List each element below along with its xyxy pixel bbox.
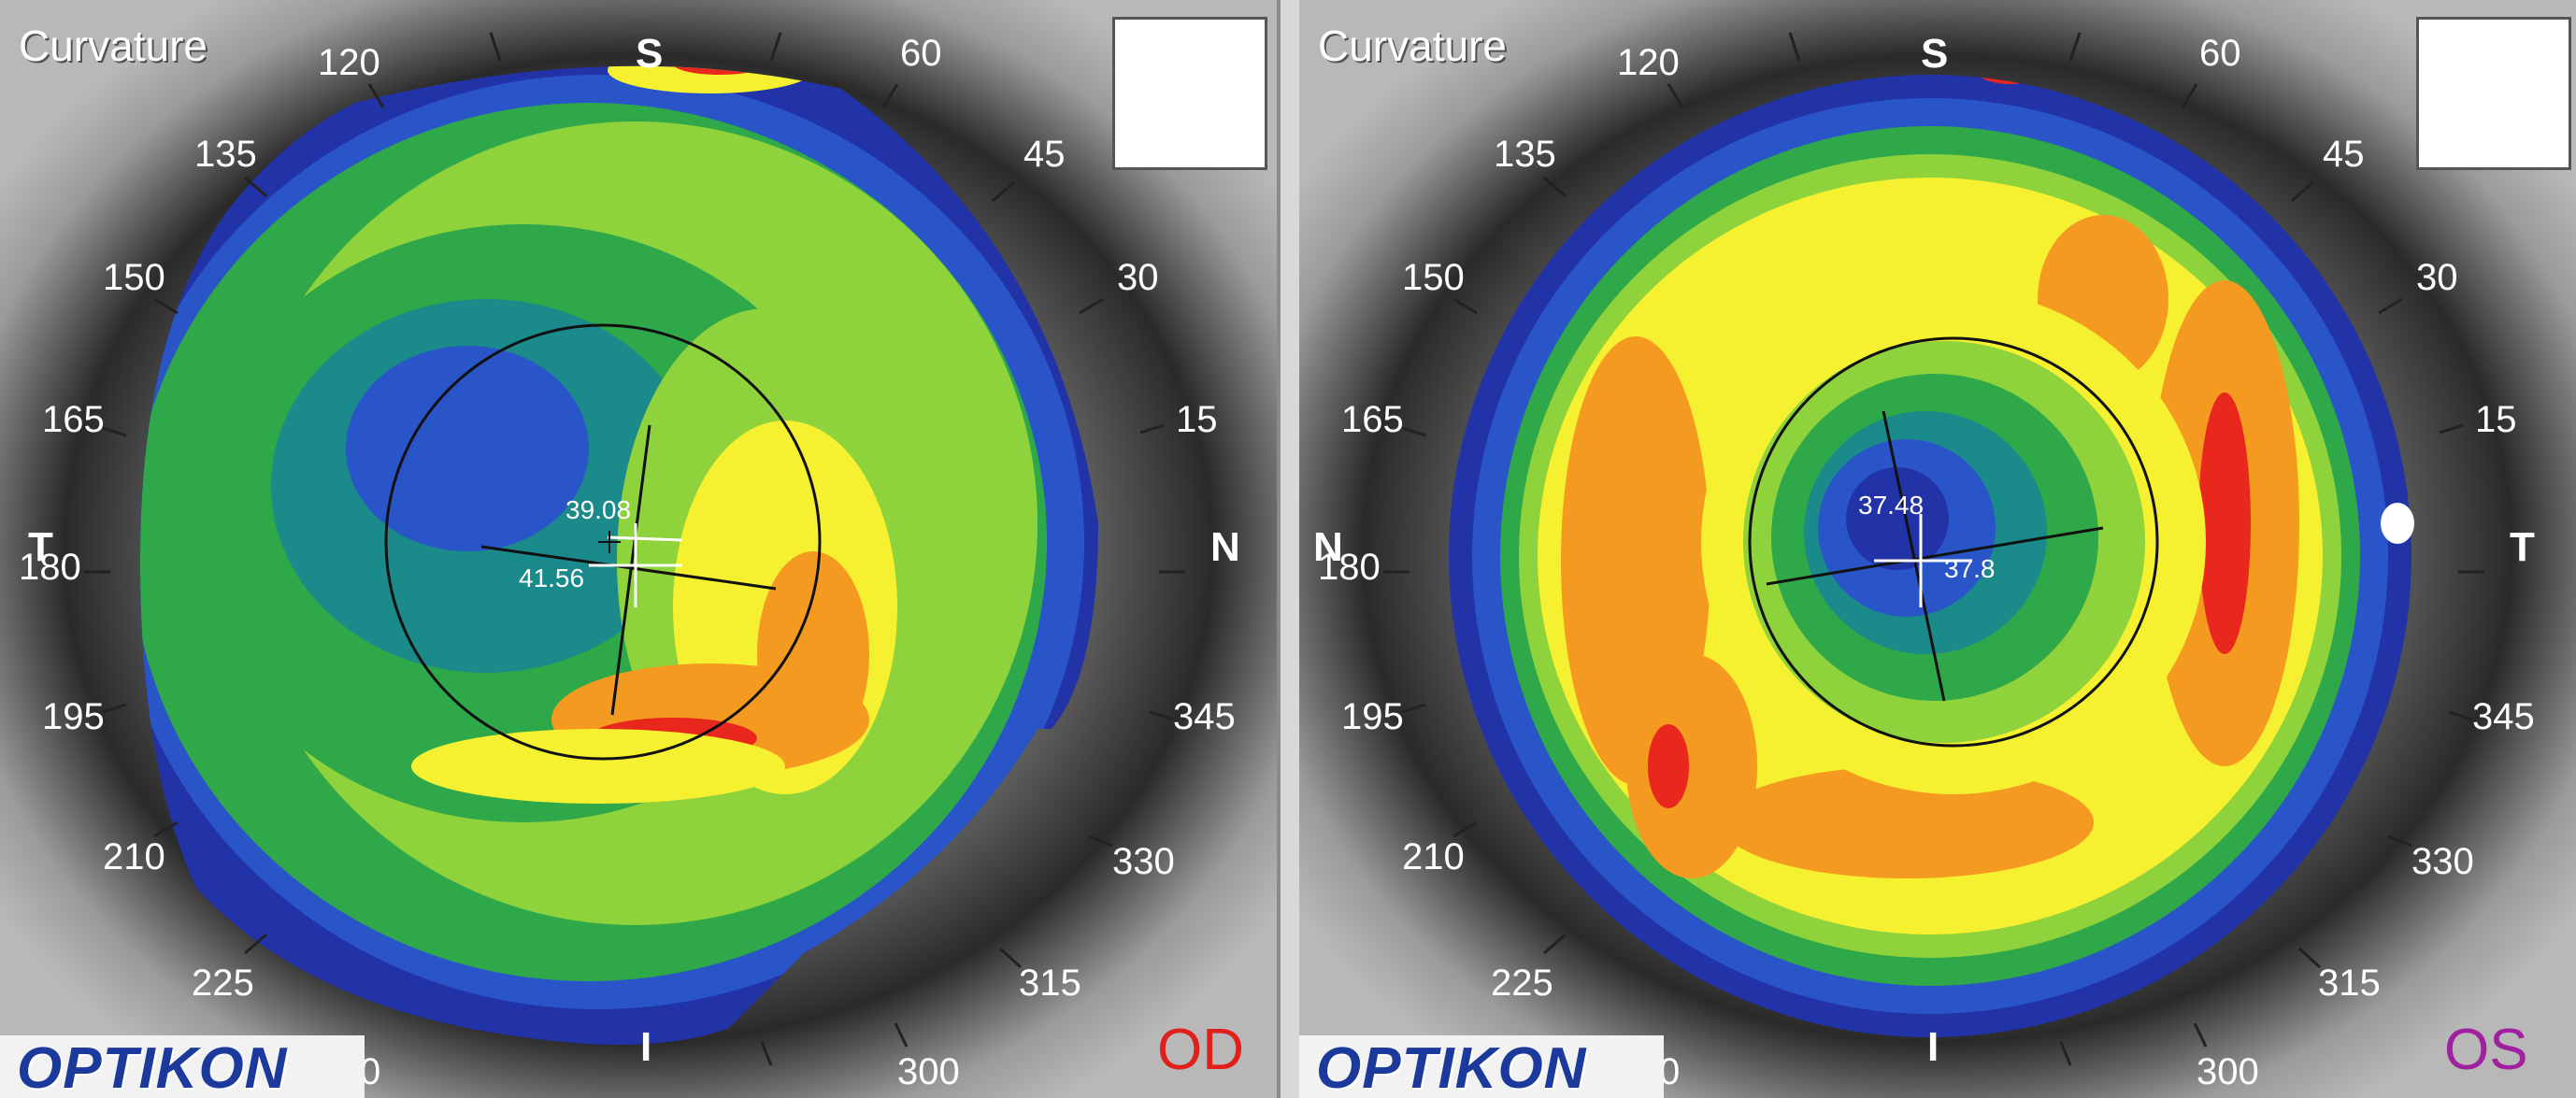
deg-150: 150	[1402, 257, 1465, 298]
od-map-title: Curvature	[19, 21, 208, 70]
deg-345: 345	[1173, 696, 1236, 737]
od-degree-scale: 120 60 135 45 150 30 165 15 180 195 345 …	[19, 33, 1236, 1092]
os-map-title: Curvature	[1318, 21, 1507, 70]
os-center-crosshair	[1874, 514, 1972, 607]
panel-divider	[1277, 0, 1299, 1098]
deg-330: 330	[2411, 841, 2474, 882]
deg-210: 210	[1402, 836, 1465, 877]
deg-300: 300	[897, 1051, 960, 1092]
os-thumbnail-box	[2416, 17, 2571, 170]
os-degree-scale: 120 60 135 45 150 30 165 15 180 195 345 …	[1318, 33, 2535, 1092]
deg-30: 30	[2416, 257, 2458, 298]
deg-210: 210	[103, 836, 165, 877]
os-temporal-label: T	[2510, 524, 2535, 570]
od-nasal-label: N	[1210, 524, 1240, 570]
od-curvature-panel[interactable]: 39.08 41.56 120 60 135 45 150 30 165 15 …	[0, 0, 1277, 1098]
deg-135: 135	[194, 134, 257, 175]
deg-195: 195	[1341, 696, 1404, 737]
deg-120: 120	[318, 42, 380, 83]
deg-345: 345	[2472, 696, 2535, 737]
od-superior-label: S	[636, 31, 663, 77]
od-degree-ticks	[84, 32, 1185, 1066]
os-nasal-label: N	[1313, 524, 1343, 570]
os-degree-ticks	[1383, 32, 2484, 1066]
deg-60: 60	[900, 33, 942, 74]
od-meridian-axes	[480, 424, 777, 716]
deg-225: 225	[1491, 963, 1553, 1004]
deg-165: 165	[42, 399, 105, 440]
od-reading-steep: 39.08	[565, 495, 631, 524]
deg-0: 0	[360, 1051, 380, 1092]
deg-30: 30	[1117, 257, 1159, 298]
deg-45: 45	[1023, 134, 1066, 175]
deg-165: 165	[1341, 399, 1404, 440]
deg-180: 180	[1318, 547, 1381, 588]
deg-225: 225	[192, 963, 254, 1004]
os-meridian-axes	[1766, 410, 2104, 702]
optikon-logo: OPTIKON	[17, 1036, 288, 1098]
os-superior-label: S	[1921, 31, 1948, 77]
os-color-zones	[1449, 75, 2411, 1037]
deg-135: 135	[1494, 134, 1556, 175]
deg-15: 15	[1176, 399, 1218, 440]
pupil-outline	[384, 323, 822, 761]
os-curvature-map[interactable]: 37.48 37.8 120 60 135 45 150 30 165 15 1…	[1299, 0, 2576, 1098]
optikon-logo: OPTIKON	[1316, 1036, 1587, 1098]
od-pupil-center-marker	[598, 531, 621, 553]
os-reading-flat: 37.8	[1944, 554, 1996, 583]
od-color-zones	[140, 65, 1098, 1045]
deg-15: 15	[2475, 399, 2517, 440]
od-reading-flat: 41.56	[519, 563, 584, 592]
od-inferior-label: I	[640, 1024, 651, 1070]
od-thumbnail-box	[1112, 17, 1267, 170]
deg-120: 120	[1617, 42, 1680, 83]
deg-45: 45	[2323, 134, 2365, 175]
pupil-outline	[1748, 336, 2159, 748]
deg-315: 315	[1019, 963, 1081, 1004]
deg-0: 0	[1659, 1051, 1680, 1092]
od-curvature-map[interactable]: 39.08 41.56 120 60 135 45 150 30 165 15 …	[0, 0, 1277, 1098]
os-eye-label: OS	[2444, 1018, 2528, 1082]
light-reflex	[2381, 503, 2414, 544]
od-center-crosshair	[589, 523, 683, 607]
os-inferior-label: I	[1927, 1024, 1939, 1070]
deg-150: 150	[103, 257, 165, 298]
deg-315: 315	[2318, 963, 2381, 1004]
deg-330: 330	[1112, 841, 1175, 882]
od-temporal-label: T	[28, 524, 53, 570]
deg-195: 195	[42, 696, 105, 737]
deg-300: 300	[2197, 1051, 2259, 1092]
deg-60: 60	[2199, 33, 2241, 74]
od-eye-label: OD	[1157, 1018, 1244, 1082]
deg-180: 180	[19, 547, 81, 588]
os-curvature-panel[interactable]: 37.48 37.8 120 60 135 45 150 30 165 15 1…	[1299, 0, 2576, 1098]
os-reading-steep: 37.48	[1858, 491, 1924, 520]
